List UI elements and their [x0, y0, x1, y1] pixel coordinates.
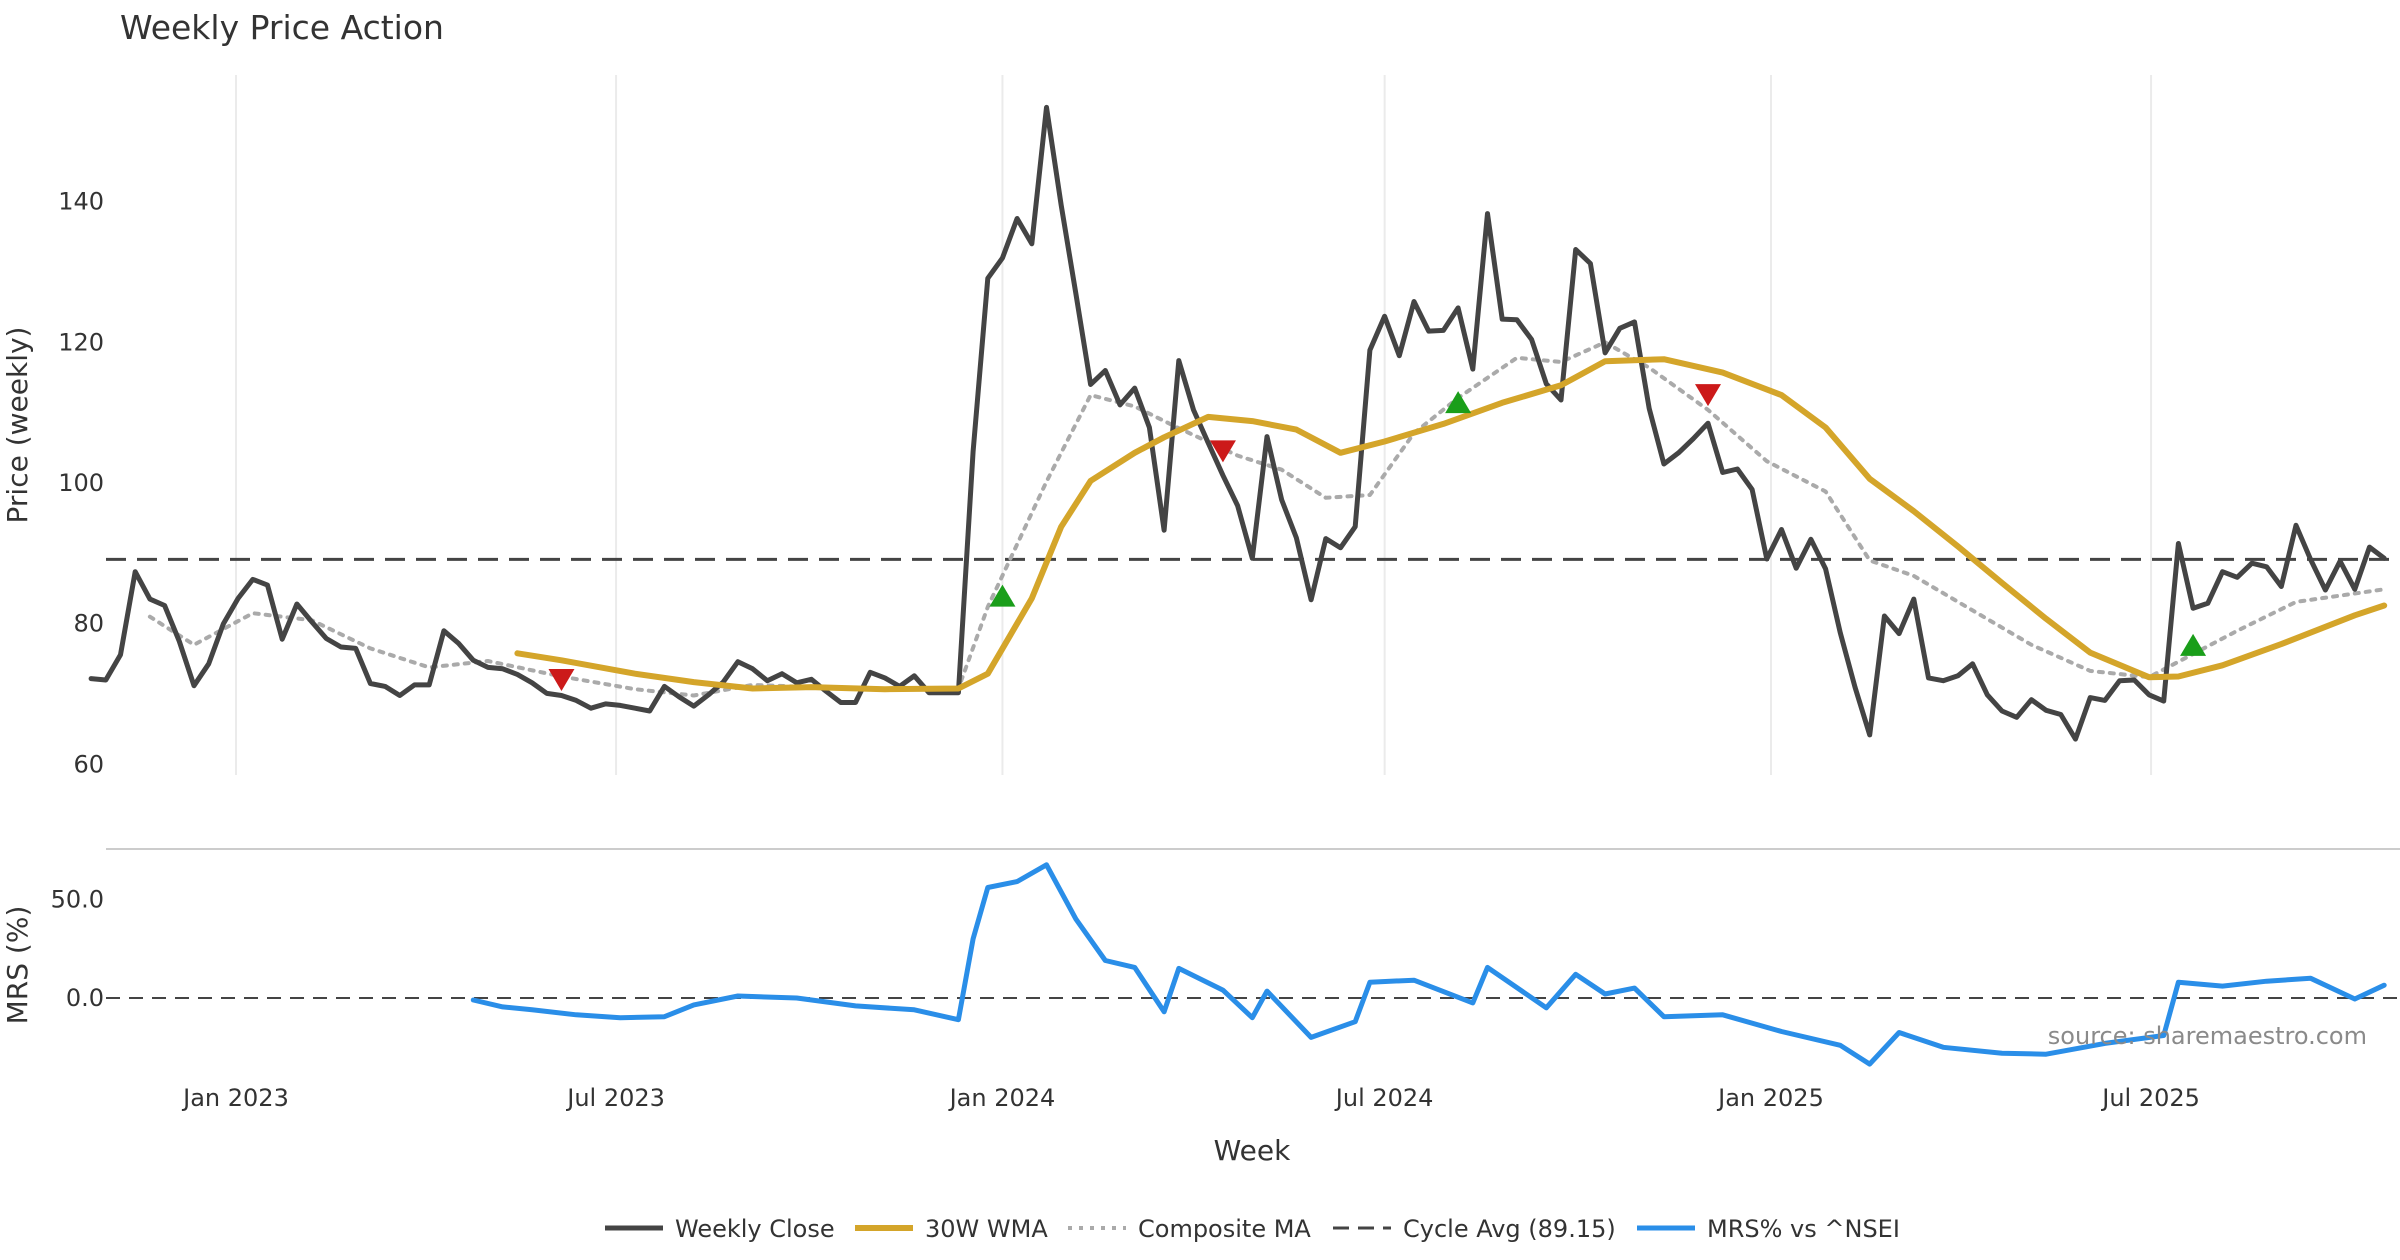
weekly-close-line	[88, 104, 2387, 742]
legend-cycle-avg: Cycle Avg (89.15)	[1333, 1215, 1616, 1243]
signal-markers	[548, 384, 2207, 692]
legend-weekly-close: Weekly Close	[605, 1215, 835, 1243]
source-note: source: sharemaestro.com	[2048, 1022, 2367, 1050]
legend-label: 30W WMA	[925, 1215, 1048, 1243]
mrs-tick-label: 0.0	[66, 984, 104, 1012]
price-tick-label: 60	[73, 750, 104, 778]
legend-label: Cycle Avg (89.15)	[1403, 1215, 1616, 1243]
mrs-axis-ticks: 0.0 50.0	[51, 885, 104, 1012]
x-axis-ticks: Jan 2023 Jul 2023 Jan 2024 Jul 2024 Jan 2025…	[181, 1084, 2200, 1112]
buy-signal-marker	[2180, 633, 2207, 656]
legend-label: Composite MA	[1138, 1215, 1311, 1243]
x-tick-label: Jul 2025	[2100, 1084, 2200, 1112]
price-axis-ticks: 60 80 100 120 140	[58, 188, 104, 779]
price-tick-label: 100	[58, 469, 104, 497]
chart-title: Weekly Price Action	[120, 8, 444, 47]
price-series	[88, 104, 2388, 742]
legend: Weekly Close 30W WMA Composite MA Cycle Avg…	[605, 1215, 1900, 1243]
price-axis-label: Price (weekly)	[1, 327, 34, 524]
legend-label: MRS% vs ^NSEI	[1707, 1215, 1900, 1243]
mrs-line	[470, 862, 2387, 1067]
buy-signal-marker	[1445, 391, 1472, 414]
x-tick-label: Jan 2023	[181, 1084, 289, 1112]
wma-30w-line	[514, 356, 2388, 693]
x-tick-label: Jan 2024	[948, 1084, 1056, 1112]
mrs-tick-label: 50.0	[51, 885, 104, 913]
x-tick-label: Jul 2024	[1334, 1084, 1434, 1112]
mrs-axis-label: MRS (%)	[1, 906, 34, 1025]
x-tick-label: Jan 2025	[1716, 1084, 1824, 1112]
x-axis-label: Week	[1214, 1134, 1291, 1167]
sell-signal-marker	[1695, 384, 1722, 407]
buy-signal-marker	[989, 584, 1016, 607]
legend-composite-ma: Composite MA	[1068, 1215, 1311, 1243]
price-tick-label: 140	[58, 188, 104, 216]
legend-mrs: MRS% vs ^NSEI	[1637, 1215, 1900, 1243]
vertical-gridlines	[235, 75, 2153, 775]
sell-signal-marker	[1209, 440, 1236, 463]
x-tick-label: Jul 2023	[565, 1084, 665, 1112]
legend-wma: 30W WMA	[855, 1215, 1048, 1243]
price-tick-label: 120	[58, 328, 104, 356]
mrs-series	[470, 862, 2387, 1067]
sell-signal-marker	[548, 669, 575, 692]
legend-label: Weekly Close	[675, 1215, 835, 1243]
composite-ma-line	[147, 340, 2387, 698]
price-tick-label: 80	[73, 610, 104, 638]
